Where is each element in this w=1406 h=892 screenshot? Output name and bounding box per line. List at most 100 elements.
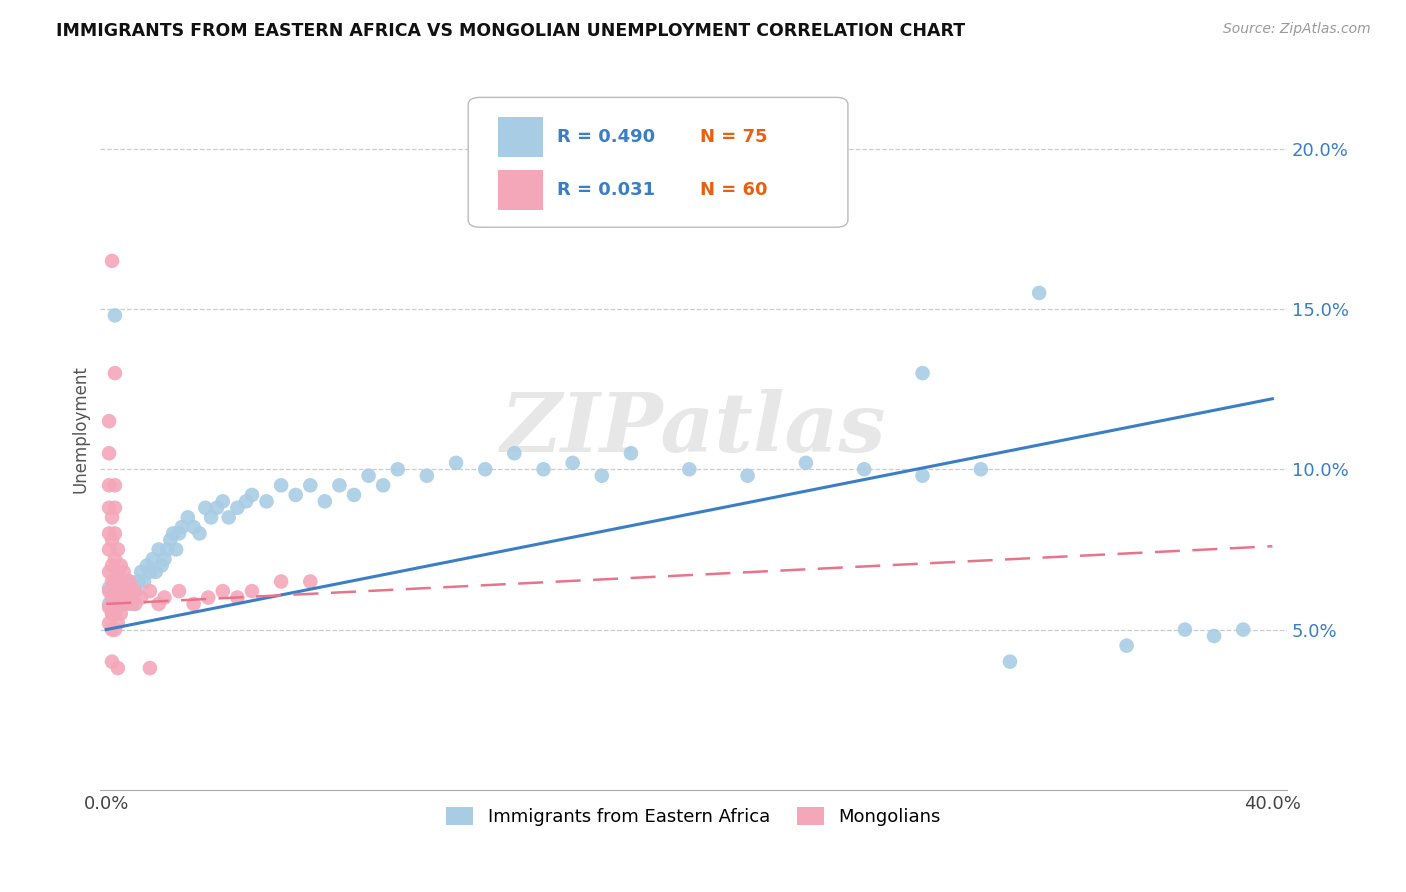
Point <box>107 574 129 589</box>
Point <box>853 462 876 476</box>
Point <box>110 607 132 621</box>
Point <box>101 510 124 524</box>
Point <box>205 500 228 515</box>
Point <box>98 584 121 599</box>
Point <box>101 253 124 268</box>
Point <box>343 488 366 502</box>
Text: R = 0.490: R = 0.490 <box>557 128 655 146</box>
Point <box>112 565 135 579</box>
Point <box>270 574 292 589</box>
Point <box>101 574 124 589</box>
Point <box>104 607 127 621</box>
Point <box>98 500 121 515</box>
Point <box>115 584 138 599</box>
Point <box>1232 623 1254 637</box>
Bar <box>498 117 543 157</box>
Point <box>284 488 307 502</box>
Point <box>107 661 129 675</box>
Point <box>561 456 583 470</box>
Point <box>148 542 170 557</box>
Point <box>104 500 127 515</box>
Point <box>101 655 124 669</box>
Point <box>794 456 817 470</box>
Point <box>357 468 380 483</box>
Point <box>153 591 176 605</box>
Point <box>177 510 200 524</box>
Text: ZIPatlas: ZIPatlas <box>501 389 886 469</box>
Point <box>678 462 700 476</box>
Point <box>98 565 121 579</box>
Point <box>112 591 135 605</box>
Point <box>101 591 124 605</box>
Point <box>101 607 124 621</box>
Point <box>118 574 141 589</box>
Point <box>104 584 127 599</box>
Point <box>118 591 141 605</box>
Point <box>167 526 190 541</box>
Text: IMMIGRANTS FROM EASTERN AFRICA VS MONGOLIAN UNEMPLOYMENT CORRELATION CHART: IMMIGRANTS FROM EASTERN AFRICA VS MONGOL… <box>56 22 966 40</box>
Point <box>107 591 129 605</box>
Point <box>98 600 121 615</box>
Point <box>132 574 155 589</box>
Point <box>104 552 127 566</box>
Point <box>110 597 132 611</box>
Point <box>107 565 129 579</box>
Point <box>139 565 162 579</box>
Point <box>98 581 121 595</box>
Point <box>104 478 127 492</box>
Point <box>104 574 127 589</box>
Point <box>256 494 278 508</box>
Point <box>104 597 127 611</box>
Point <box>121 584 143 599</box>
Point <box>416 468 439 483</box>
Point <box>98 597 121 611</box>
Point <box>139 661 162 675</box>
FancyBboxPatch shape <box>468 97 848 227</box>
Point <box>911 468 934 483</box>
Point <box>124 597 146 611</box>
Point <box>145 565 167 579</box>
Point <box>165 542 187 557</box>
Point <box>197 591 219 605</box>
Point <box>112 597 135 611</box>
Point <box>299 478 322 492</box>
Y-axis label: Unemployment: Unemployment <box>72 366 89 493</box>
Point <box>107 597 129 611</box>
Point <box>387 462 409 476</box>
Point <box>110 581 132 595</box>
Point <box>112 584 135 599</box>
Point <box>104 591 127 605</box>
Point <box>98 478 121 492</box>
Point <box>444 456 467 470</box>
Point <box>150 558 173 573</box>
Point <box>107 542 129 557</box>
Point <box>153 552 176 566</box>
Point <box>127 574 149 589</box>
Point <box>136 558 159 573</box>
Point <box>110 591 132 605</box>
Point <box>911 366 934 380</box>
Text: N = 75: N = 75 <box>700 128 768 146</box>
Point <box>139 584 162 599</box>
Point <box>124 584 146 599</box>
Point <box>148 597 170 611</box>
Point <box>167 584 190 599</box>
Point <box>235 494 257 508</box>
Point <box>240 488 263 502</box>
Point <box>737 468 759 483</box>
Point <box>118 591 141 605</box>
Point <box>104 309 127 323</box>
Bar <box>498 169 543 210</box>
Point <box>121 597 143 611</box>
Point <box>200 510 222 524</box>
Point <box>98 414 121 428</box>
Point <box>104 366 127 380</box>
Point <box>1202 629 1225 643</box>
Point <box>101 558 124 573</box>
Point <box>170 520 193 534</box>
Point <box>533 462 555 476</box>
Point <box>1028 285 1050 300</box>
Point <box>314 494 336 508</box>
Point <box>101 533 124 547</box>
Point <box>620 446 643 460</box>
